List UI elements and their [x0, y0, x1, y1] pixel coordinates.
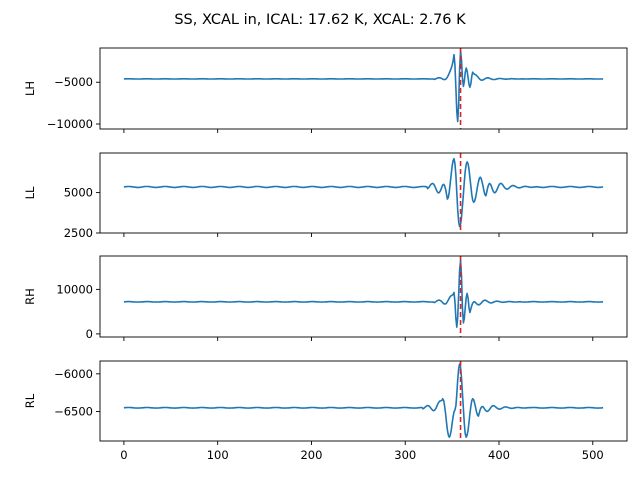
subplot-rh: 0 10000 RH [23, 255, 628, 341]
plot-frame-ll [99, 152, 628, 234]
plot-frame-rl [99, 360, 628, 442]
subplot-rl: −6500 −6000 RL 0 100 200 300 400 500 [23, 360, 628, 462]
series-line-rl [123, 363, 604, 438]
ytick-label: 10000 [56, 282, 93, 296]
ytick-label: −6000 [54, 367, 93, 381]
series-line-lh [123, 50, 604, 123]
ytick-label: 5000 [64, 186, 93, 200]
subplot-lh: −10000 −5000 LH [23, 47, 628, 133]
ylabel-ll: LL [23, 186, 37, 199]
series-line-ll [123, 157, 604, 228]
plot-frame-lh [99, 47, 628, 130]
xtick-label: 0 [120, 448, 127, 462]
xtick-label: 100 [207, 448, 229, 462]
xtick-label: 300 [394, 448, 416, 462]
ytick-label: −6500 [54, 405, 93, 419]
ylabel-lh: LH [23, 81, 37, 96]
xtick-label: 400 [488, 448, 510, 462]
xtick-label: 500 [582, 448, 604, 462]
series-line-rh [123, 259, 604, 328]
subplot-stack: −10000−5000LH25005000LL010000RH−6500−600… [23, 47, 628, 462]
ylabel-rh: RH [23, 288, 37, 305]
ytick-label: 0 [86, 327, 93, 341]
subplot-ll: 2500 5000 LL [23, 152, 628, 240]
ylabel-rl: RL [23, 393, 37, 408]
xtick-label: 200 [300, 448, 322, 462]
ytick-label: −10000 [47, 117, 93, 131]
figure-title: SS, XCAL in, ICAL: 17.62 K, XCAL: 2.76 K [174, 12, 466, 28]
ytick-label: 2500 [64, 226, 93, 240]
ytick-label: −5000 [54, 75, 93, 89]
plot-frame-rh [99, 255, 628, 338]
